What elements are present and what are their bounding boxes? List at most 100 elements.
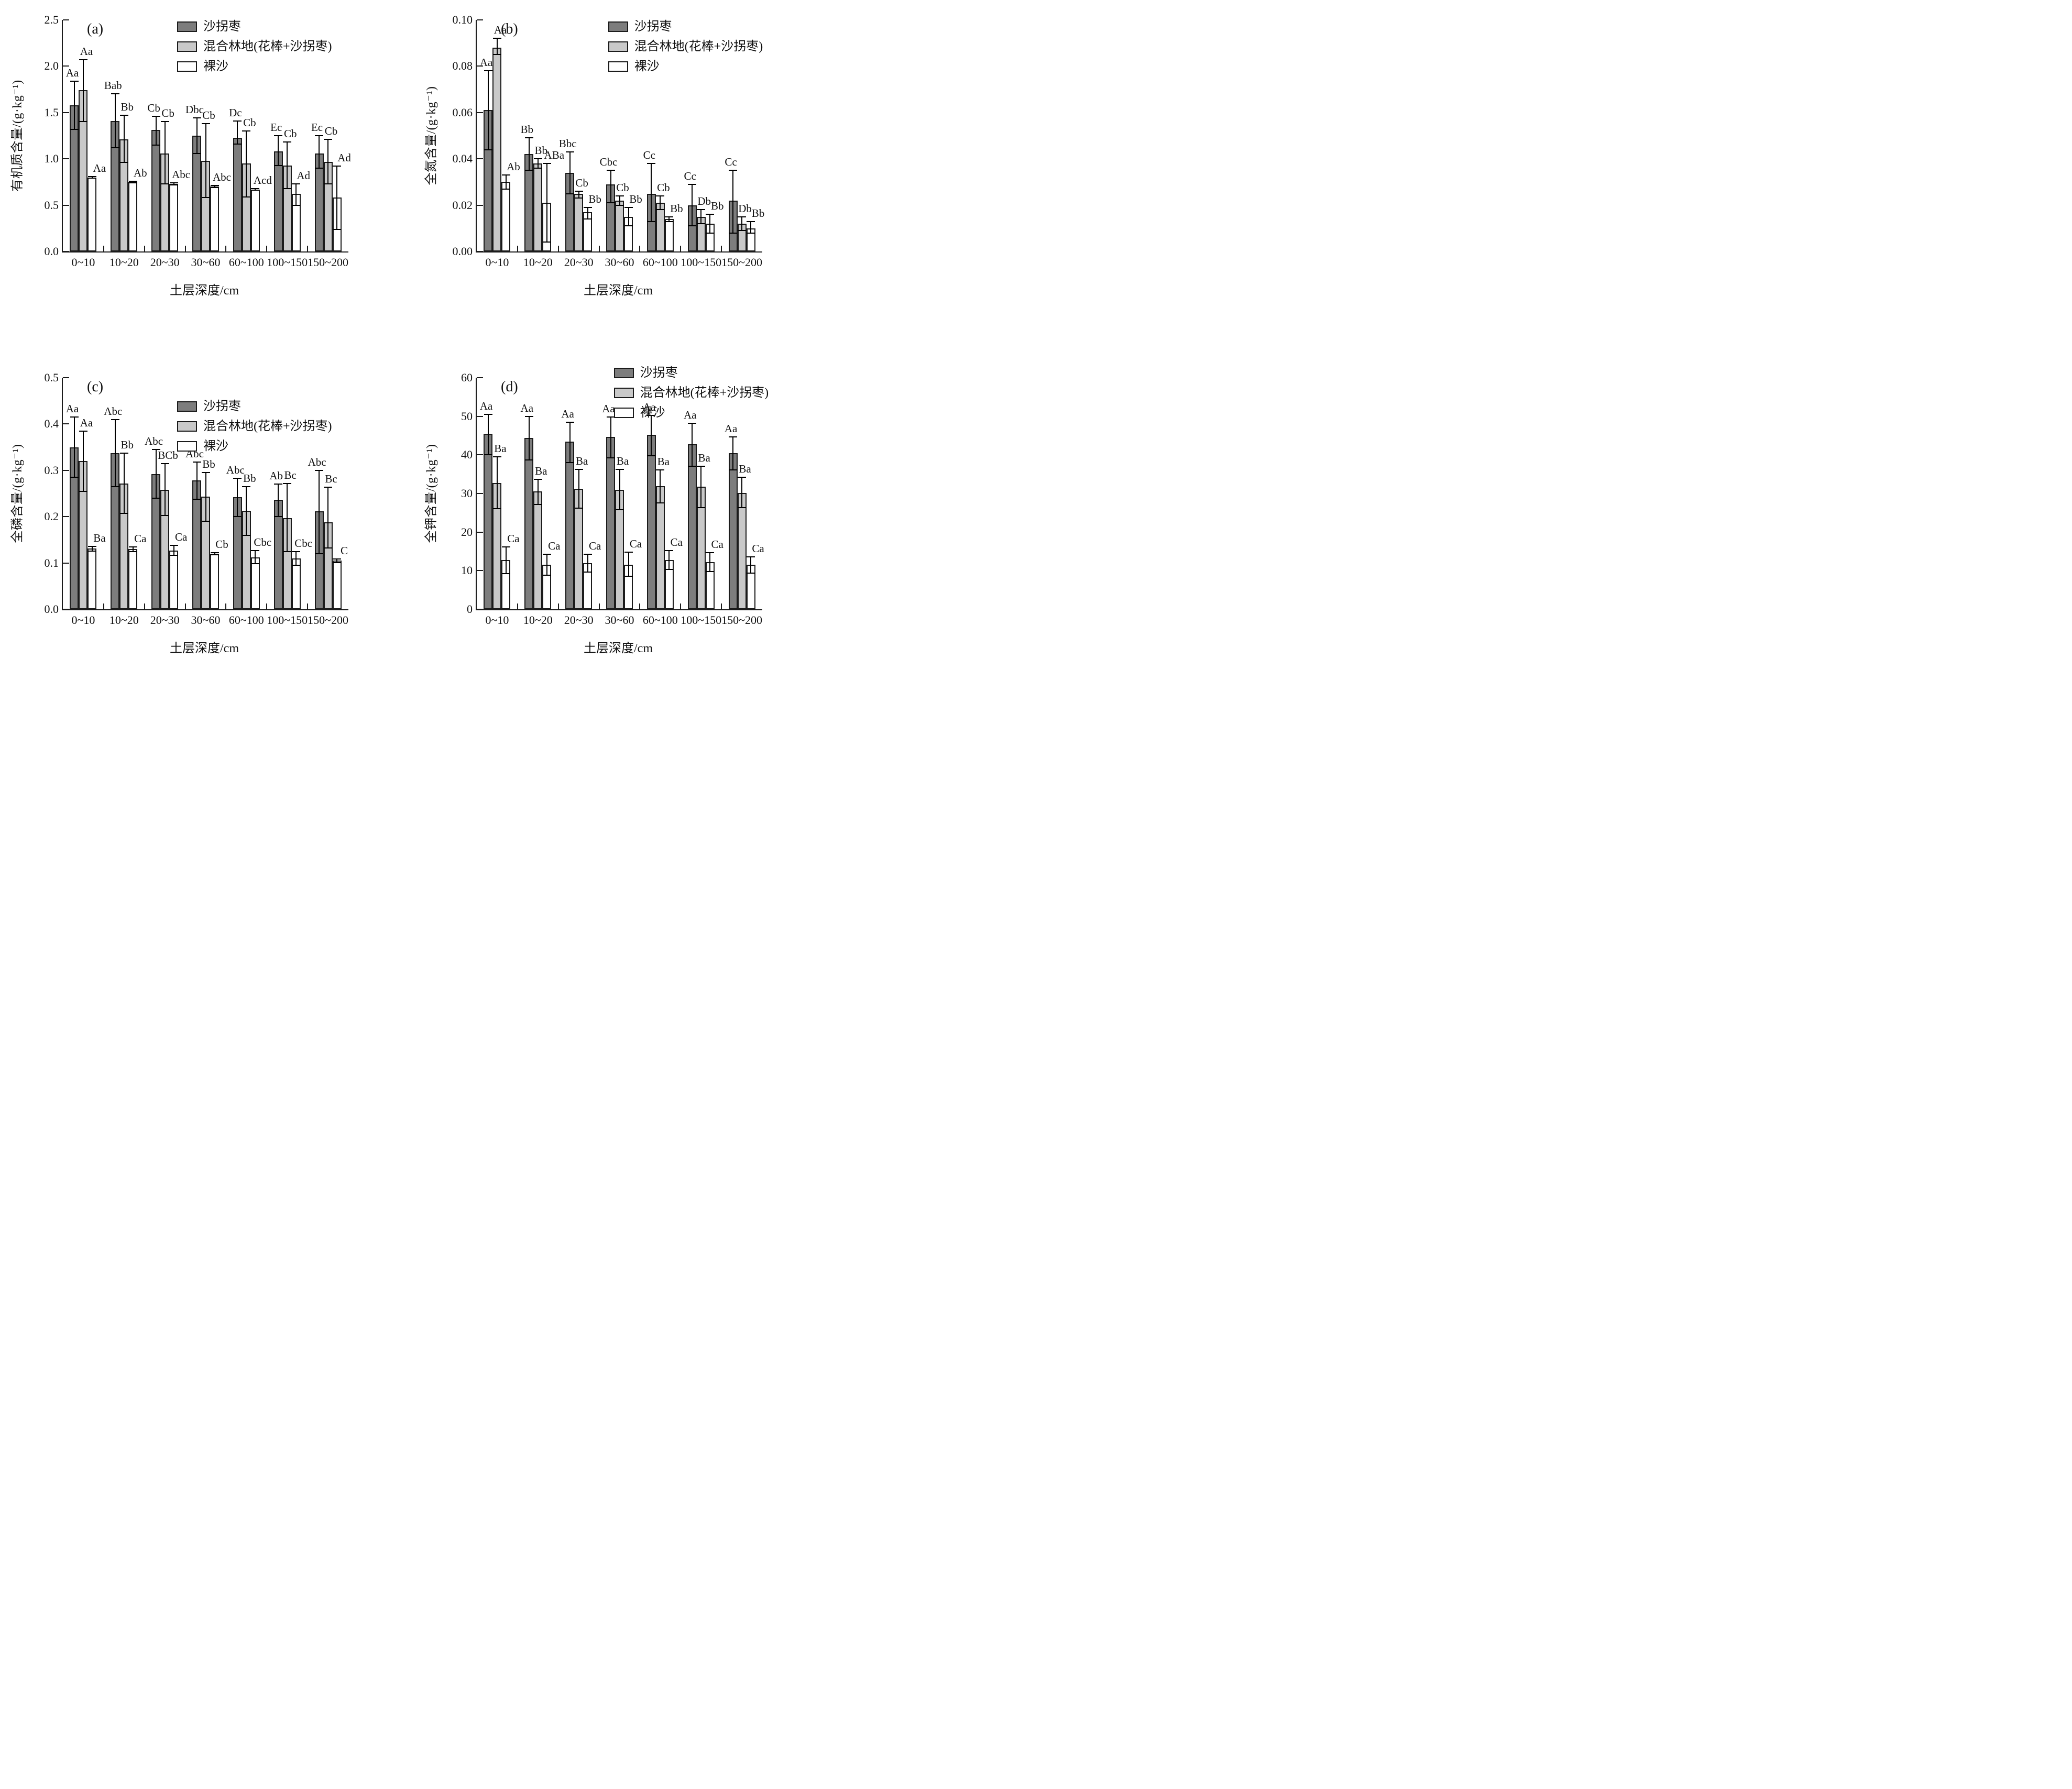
error-cap-top bbox=[615, 195, 624, 196]
sig-label: Dc bbox=[229, 106, 242, 119]
error-bar bbox=[73, 417, 75, 478]
error-cap-top bbox=[738, 216, 747, 217]
error-cap-top bbox=[324, 486, 333, 488]
x-category-label: 150~200 bbox=[721, 613, 763, 627]
error-cap-top bbox=[128, 180, 137, 182]
y-tick bbox=[63, 469, 69, 471]
sig-label: Ba bbox=[739, 463, 751, 476]
sig-label: Ca bbox=[711, 538, 723, 551]
error-cap-top bbox=[192, 461, 201, 463]
sig-label: ABa bbox=[544, 149, 565, 162]
error-cap-bottom bbox=[274, 516, 283, 518]
error-cap-bottom bbox=[111, 147, 119, 148]
error-bar bbox=[82, 60, 84, 122]
error-cap-bottom bbox=[119, 162, 128, 163]
error-cap-bottom bbox=[697, 507, 706, 508]
error-bar bbox=[295, 183, 297, 205]
error-cap-bottom bbox=[210, 187, 219, 188]
error-bar bbox=[578, 191, 579, 199]
panel-letter: (b) bbox=[501, 21, 518, 37]
error-bar bbox=[196, 462, 198, 499]
error-bar bbox=[255, 188, 256, 191]
x-tick bbox=[721, 603, 722, 609]
sig-label: Aa bbox=[80, 416, 93, 429]
legend-label: 混合林地(花棒+沙拐枣) bbox=[203, 420, 332, 433]
bar-裸沙-0~10 bbox=[501, 182, 511, 251]
x-category-label: 100~150 bbox=[267, 613, 308, 627]
error-bar bbox=[587, 554, 588, 573]
sig-label: Bb bbox=[520, 123, 534, 136]
error-cap-bottom bbox=[192, 152, 201, 154]
sig-label: Ca bbox=[670, 536, 683, 549]
x-axis-title-c: 土层深度/cm bbox=[170, 642, 239, 655]
bar-裸沙-60~100 bbox=[250, 189, 260, 251]
error-cap-bottom bbox=[111, 486, 119, 487]
sig-label: Abc bbox=[172, 168, 191, 181]
error-bar bbox=[546, 554, 547, 576]
sig-label: Aa bbox=[520, 401, 534, 414]
bar-裸沙-60~100 bbox=[250, 557, 260, 609]
x-category-label: 60~100 bbox=[228, 613, 264, 627]
error-cap-top bbox=[706, 214, 715, 215]
error-cap-top bbox=[697, 209, 706, 211]
error-bar bbox=[82, 431, 84, 491]
error-cap-bottom bbox=[333, 228, 342, 230]
sig-label: Bb bbox=[120, 101, 134, 114]
x-category-label: 150~200 bbox=[308, 256, 349, 269]
x-tick bbox=[307, 603, 309, 609]
error-bar bbox=[132, 181, 134, 183]
sig-label: Acd bbox=[253, 173, 272, 186]
panel-c: 全磷含量/(g·kg⁻¹) (c) 0.0 0.1 0.2 0.3 0.4 0.5 0~10 1… bbox=[0, 358, 414, 716]
error-bar bbox=[496, 457, 498, 509]
error-bar bbox=[619, 195, 620, 205]
bar-沙拐枣-60~100 bbox=[233, 137, 242, 251]
error-cap-top bbox=[111, 93, 119, 95]
error-cap-top bbox=[160, 463, 169, 464]
x-tick bbox=[680, 246, 682, 251]
sig-label: Cb bbox=[324, 125, 338, 138]
x-category-label: 100~150 bbox=[681, 256, 722, 269]
legend-label: 混合林地(花棒+沙拐枣) bbox=[634, 40, 763, 53]
y-tick bbox=[63, 423, 69, 425]
legend-swatch bbox=[177, 401, 197, 412]
y-tick-label: 0.1 bbox=[44, 556, 59, 569]
error-cap-bottom bbox=[70, 128, 79, 130]
x-tick bbox=[266, 603, 268, 609]
sig-label: Cb bbox=[575, 177, 588, 190]
error-bar bbox=[336, 166, 338, 229]
error-bar bbox=[164, 463, 166, 516]
error-bar bbox=[132, 546, 134, 552]
sig-label: Bab bbox=[104, 79, 122, 92]
legend-swatch bbox=[177, 421, 197, 432]
error-cap-bottom bbox=[169, 554, 178, 556]
error-cap-bottom bbox=[242, 196, 251, 197]
x-tick bbox=[184, 246, 186, 251]
sig-label: Ab bbox=[269, 469, 283, 482]
error-bar bbox=[278, 484, 279, 517]
error-cap-top bbox=[210, 552, 219, 554]
error-cap-top bbox=[492, 38, 501, 39]
legend-swatch bbox=[613, 408, 634, 418]
error-cap-top bbox=[747, 556, 755, 557]
error-bar bbox=[660, 470, 661, 503]
error-cap-top bbox=[315, 135, 324, 136]
sig-label: Bb bbox=[588, 193, 601, 206]
sig-label: Cb bbox=[243, 116, 256, 129]
bar-裸沙-0~10 bbox=[87, 177, 97, 251]
sig-label: Aa bbox=[643, 401, 656, 414]
error-cap-top bbox=[656, 469, 665, 471]
error-bar bbox=[123, 115, 125, 163]
error-cap-top bbox=[565, 421, 574, 423]
panel-letter: (c) bbox=[87, 379, 104, 395]
error-cap-top bbox=[501, 174, 510, 176]
sig-label: Aa bbox=[479, 399, 493, 412]
legend-swatch bbox=[177, 21, 197, 32]
legend-label: 沙拐枣 bbox=[634, 20, 672, 34]
x-category-label: 30~60 bbox=[605, 256, 634, 269]
plot-area-b: (b) 0.00 0.02 0.04 0.06 0.08 0.10 0~10 10~20 20~3… bbox=[453, 14, 765, 269]
x-category-label: 10~20 bbox=[523, 613, 553, 627]
error-cap-top bbox=[542, 163, 551, 164]
error-bar bbox=[237, 478, 238, 517]
error-bar bbox=[546, 163, 547, 243]
y-tick bbox=[63, 516, 69, 518]
